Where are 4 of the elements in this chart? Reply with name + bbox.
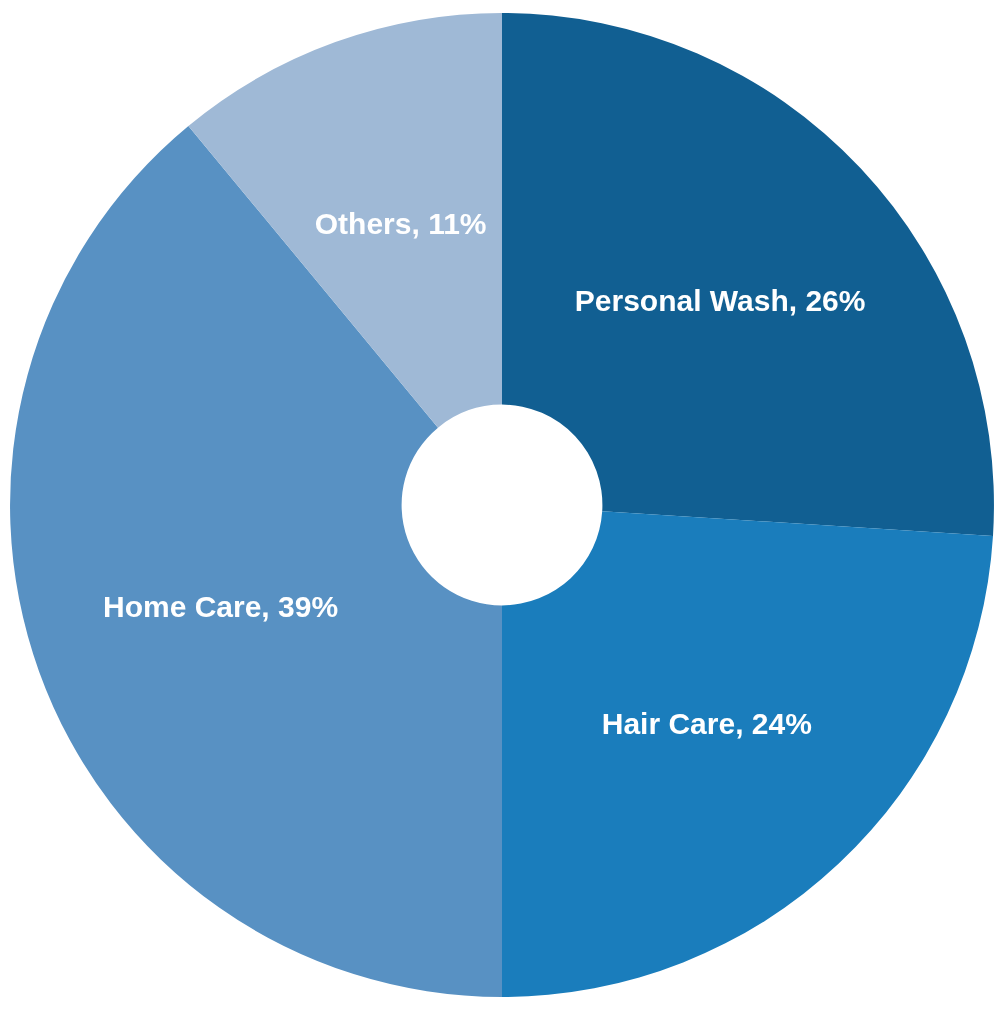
slice-label: Others, 11% <box>314 207 487 241</box>
slice-label: Home Care, 39% <box>102 589 339 623</box>
slice-label: Hair Care, 24% <box>601 706 812 740</box>
slice-label: Personal Wash, 26% <box>574 283 866 317</box>
